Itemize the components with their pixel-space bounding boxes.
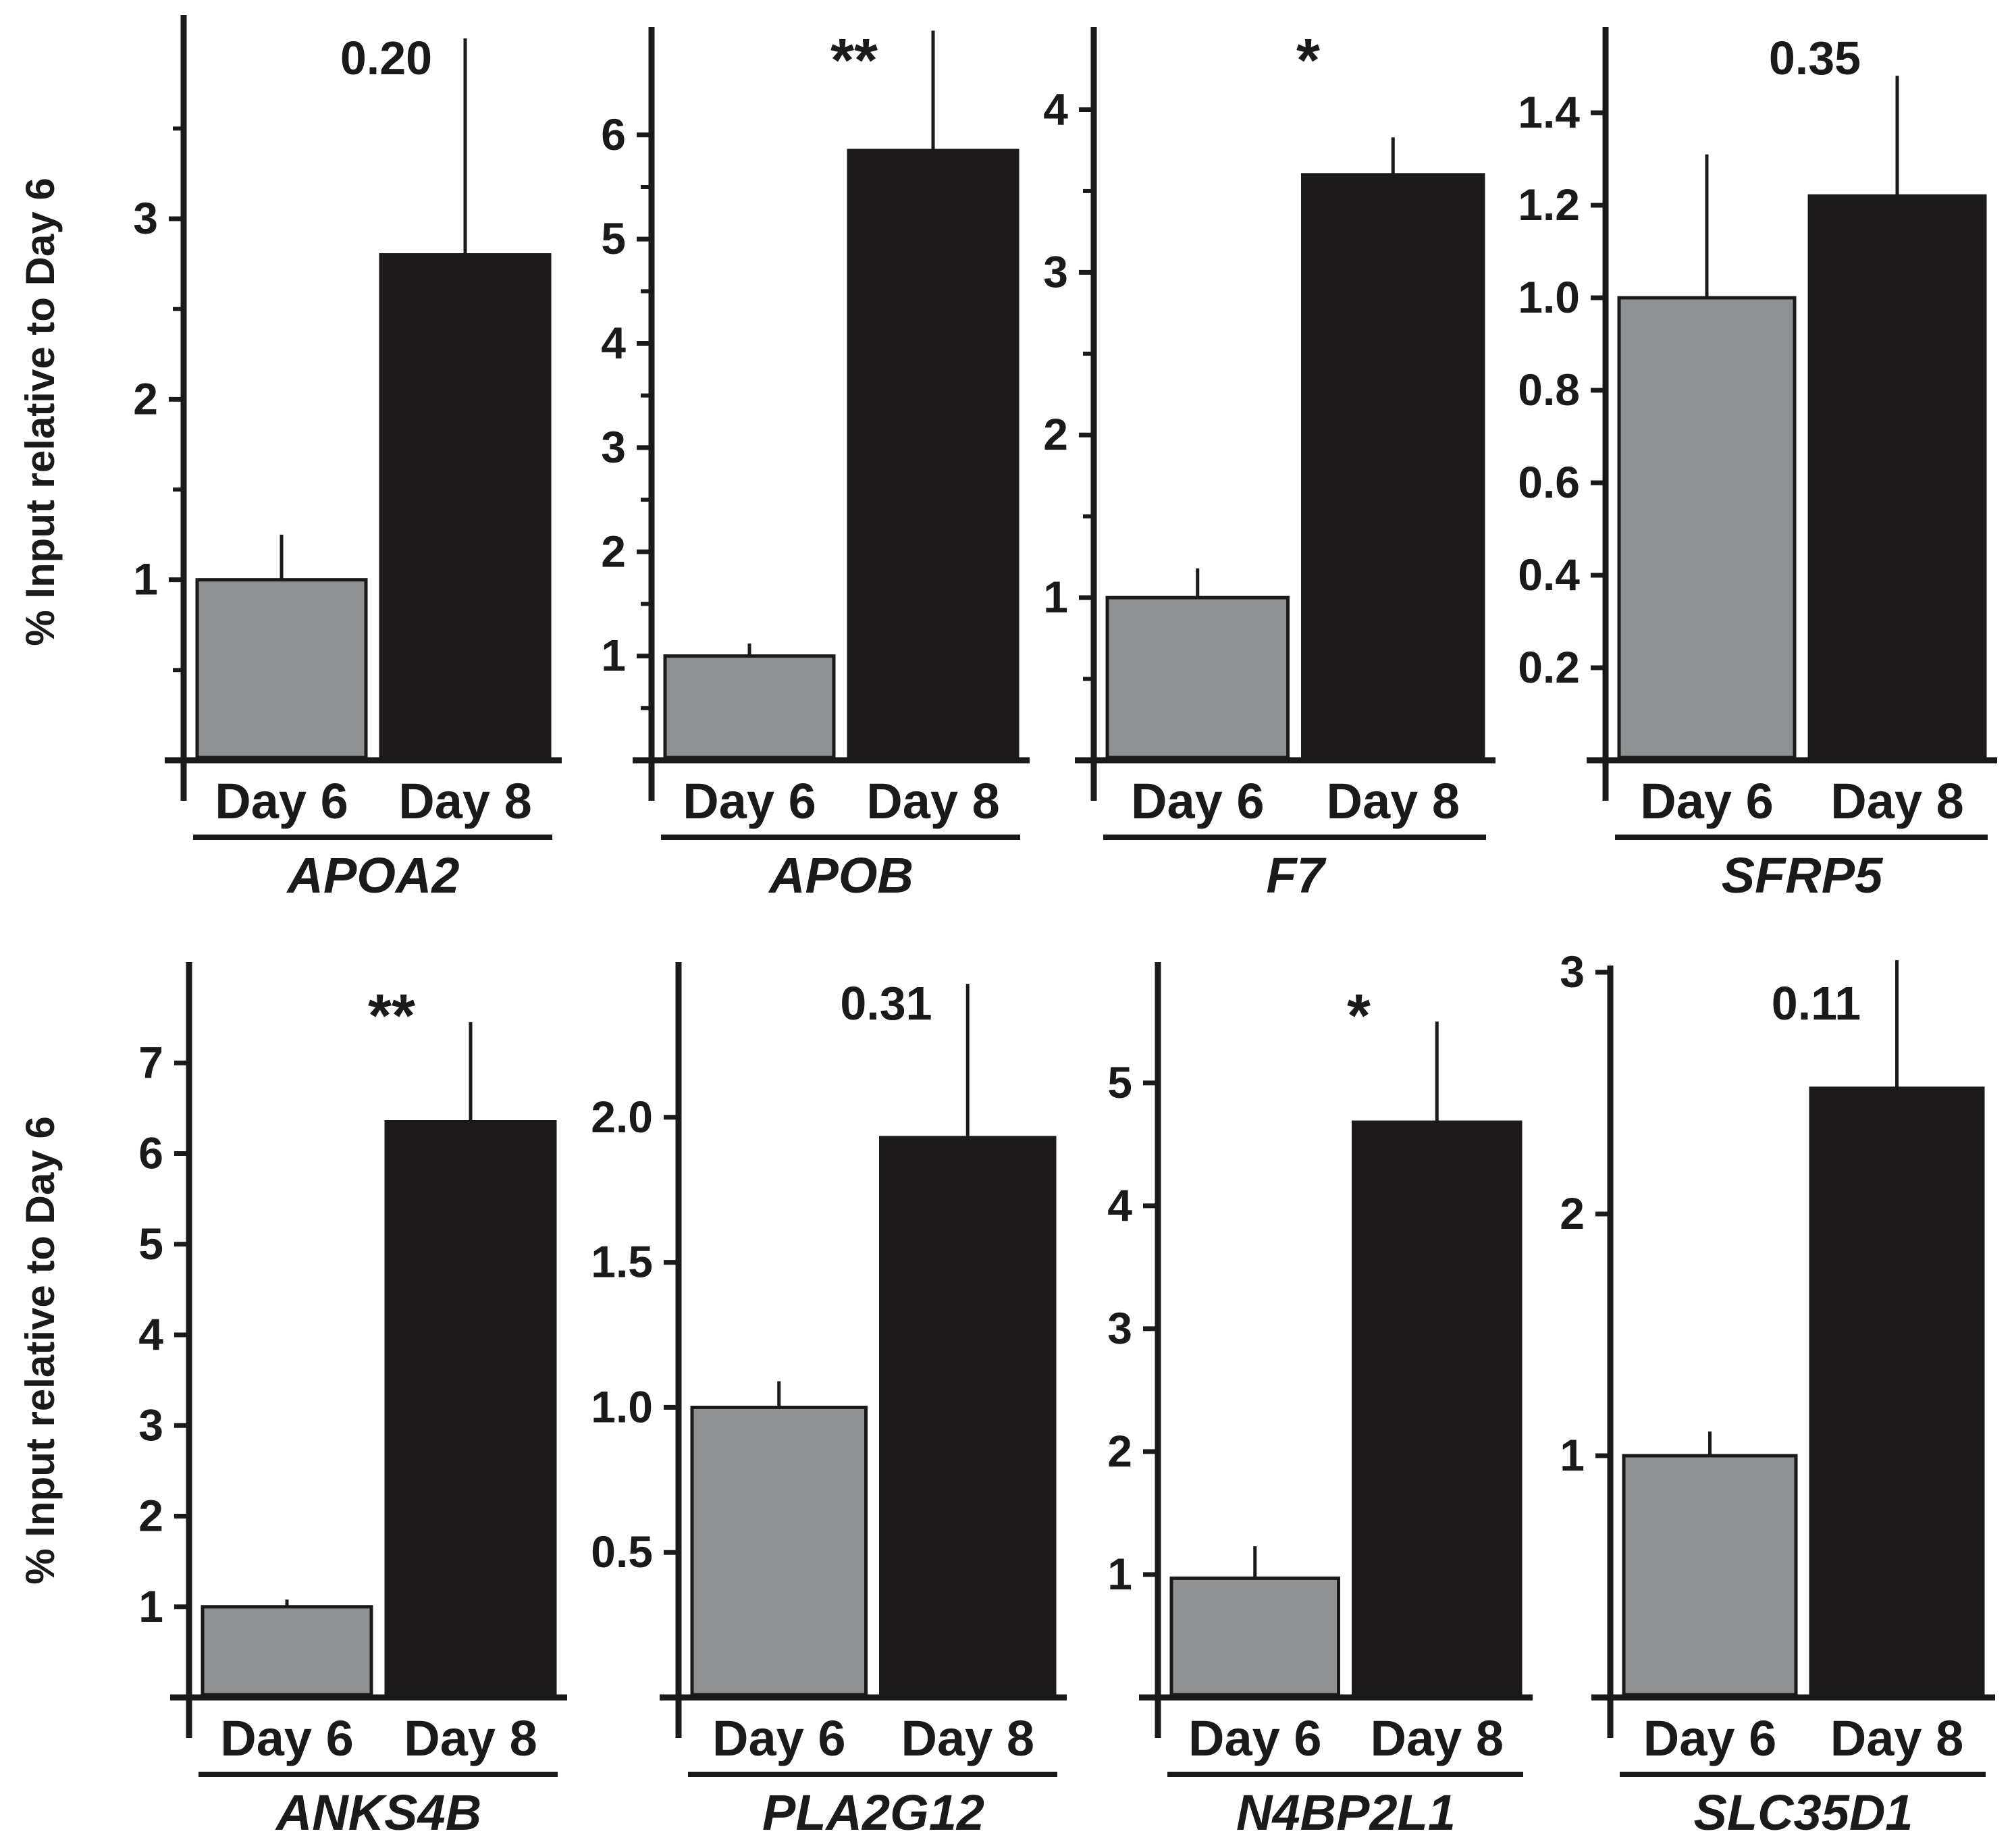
significance-annotation: *	[1347, 982, 1371, 1050]
bar-day-8	[1807, 194, 1987, 760]
bar-day-8	[847, 149, 1020, 760]
significance-annotation: **	[830, 27, 878, 95]
bar-day-8	[1301, 173, 1485, 760]
y-tick-label: 1.5	[591, 1237, 653, 1287]
x-tick-label: Day 8	[1327, 773, 1460, 829]
y-tick-label: 3	[1043, 246, 1068, 296]
bar-day-6	[195, 578, 368, 760]
panel-sfrp5: 0.2 0.4 0.6 0.8 1.0 1.2 1.4 Day 6 Day 8 SFRP5 0.35	[1518, 27, 1997, 903]
y-tick-label: 4	[1107, 1180, 1132, 1230]
bar-day-8	[384, 1120, 557, 1697]
y-tick-label: 5	[138, 1219, 163, 1269]
y-tick-label: 0.6	[1518, 457, 1580, 507]
significance-annotation: 0.35	[1769, 32, 1861, 84]
gene-label: F7	[1266, 847, 1327, 903]
y-tick-label: 1	[133, 554, 158, 604]
gene-label: SLC35D1	[1694, 1785, 1913, 1841]
y-tick-label: 0.4	[1518, 550, 1580, 600]
gene-label: APOB	[768, 847, 914, 903]
x-tick-label: Day 6	[215, 773, 348, 829]
y-tick-label: 3	[1560, 947, 1585, 997]
panel-apob: 1 2 3 4 5 6 Day 6 Day 8 APOB **	[601, 27, 1030, 903]
y-tick-label: 3	[138, 1400, 163, 1450]
y-tick-label: 6	[138, 1128, 163, 1178]
y-tick-label: 1.2	[1518, 180, 1580, 230]
panel-f7: 1 2 3 4 Day 6 Day 8F7 *	[1043, 27, 1495, 903]
x-tick-label: Day 6	[1640, 773, 1773, 829]
gene-label: APOA2	[286, 847, 460, 903]
y-tick-label: 2	[1107, 1426, 1132, 1476]
x-tick-label: Day 8	[901, 1710, 1034, 1766]
bar-day-6	[1622, 1454, 1798, 1697]
y-tick-label: 4	[1043, 84, 1068, 134]
gene-label: SFRP5	[1722, 847, 1884, 903]
y-tick-label: 1.0	[1518, 272, 1580, 322]
y-axis-label-row-2: % Input relative to Day 6	[18, 1116, 63, 1585]
bar-day-6	[1169, 1576, 1340, 1697]
y-tick-label: 5	[1107, 1057, 1132, 1107]
y-tick-label: 1	[1043, 572, 1068, 622]
bar-day-6	[201, 1605, 373, 1697]
y-tick-label: 1	[1107, 1549, 1132, 1599]
x-tick-label: Day 8	[1830, 1710, 1963, 1766]
y-tick-label: 1	[1560, 1430, 1585, 1480]
x-tick-label: Day 6	[1131, 773, 1264, 829]
panel-n4bp2l1: 1 2 3 4 5 Day 6 Day 8 N4BP2L1 *	[1107, 962, 1533, 1841]
y-tick-label: 6	[601, 109, 626, 159]
y-tick-label: 2	[133, 373, 158, 423]
x-tick-label: Day 8	[398, 773, 531, 829]
x-tick-label: Day 8	[1371, 1710, 1504, 1766]
y-tick-label: 7	[138, 1037, 163, 1087]
x-tick-label: Day 6	[683, 773, 816, 829]
y-tick-label: 2.0	[591, 1092, 653, 1142]
significance-annotation: 0.11	[1772, 977, 1861, 1030]
y-tick-label: 2	[1560, 1188, 1585, 1238]
y-tick-label: 5	[601, 213, 626, 263]
y-tick-label: 3	[1107, 1303, 1132, 1353]
gene-label: N4BP2L1	[1236, 1785, 1456, 1841]
y-tick-label: 1.0	[591, 1381, 653, 1431]
bar-day-6	[690, 1405, 868, 1697]
x-tick-label: Day 6	[220, 1710, 353, 1766]
significance-annotation: *	[1296, 27, 1320, 95]
bar-day-6	[663, 654, 836, 760]
y-tick-label: 2	[138, 1491, 163, 1541]
x-tick-label: Day 6	[1188, 1710, 1321, 1766]
bar-day-8	[379, 253, 552, 760]
gene-label: ANKS4B	[275, 1785, 481, 1841]
y-tick-label: 0.2	[1518, 642, 1580, 692]
panel-apoa2: 1 2 3 Day 6 Day 8 APOA2 0.20	[133, 15, 562, 903]
bar-day-8	[879, 1136, 1057, 1697]
y-axis-label-row-1: % Input relative to Day 6	[18, 178, 63, 646]
significance-annotation: 0.31	[840, 977, 932, 1030]
panel-slc35d1: 1 2 3 Day 6 Day 8 SLC35D1 0.11	[1560, 947, 1995, 1841]
y-tick-label: 4	[601, 318, 626, 368]
x-tick-label: Day 8	[1830, 773, 1963, 829]
y-tick-label: 0.8	[1518, 365, 1580, 415]
bar-day-6	[1617, 296, 1797, 760]
y-tick-label: 1	[601, 631, 626, 681]
x-tick-label: Day 8	[866, 773, 999, 829]
y-tick-label: 4	[138, 1309, 163, 1359]
y-tick-label: 1.4	[1518, 87, 1580, 137]
gene-label: PLA2G12	[762, 1785, 984, 1841]
x-tick-label: Day 6	[1643, 1710, 1776, 1766]
y-tick-label: 0.5	[591, 1527, 653, 1577]
panel-pla2g12: 0.5 1.0 1.5 2.0 Day 6 Day 8 PLA2G12 0.31	[591, 962, 1067, 1841]
panel-anks4b: 1 2 3 4 5 6 7 Day 6 Day 8 ANKS4B **	[138, 962, 567, 1841]
significance-annotation: **	[368, 982, 415, 1050]
x-tick-label: Day 8	[404, 1710, 537, 1766]
y-tick-label: 3	[601, 422, 626, 472]
y-tick-label: 3	[133, 193, 158, 243]
y-tick-label: 2	[1043, 409, 1068, 459]
bar-day-8	[1809, 1086, 1985, 1697]
bar-day-6	[1105, 596, 1290, 760]
x-tick-label: Day 6	[712, 1710, 845, 1766]
y-tick-label: 1	[138, 1581, 163, 1631]
bar-day-8	[1352, 1120, 1523, 1697]
y-tick-label: 2	[601, 526, 626, 576]
significance-annotation: 0.20	[340, 32, 432, 84]
